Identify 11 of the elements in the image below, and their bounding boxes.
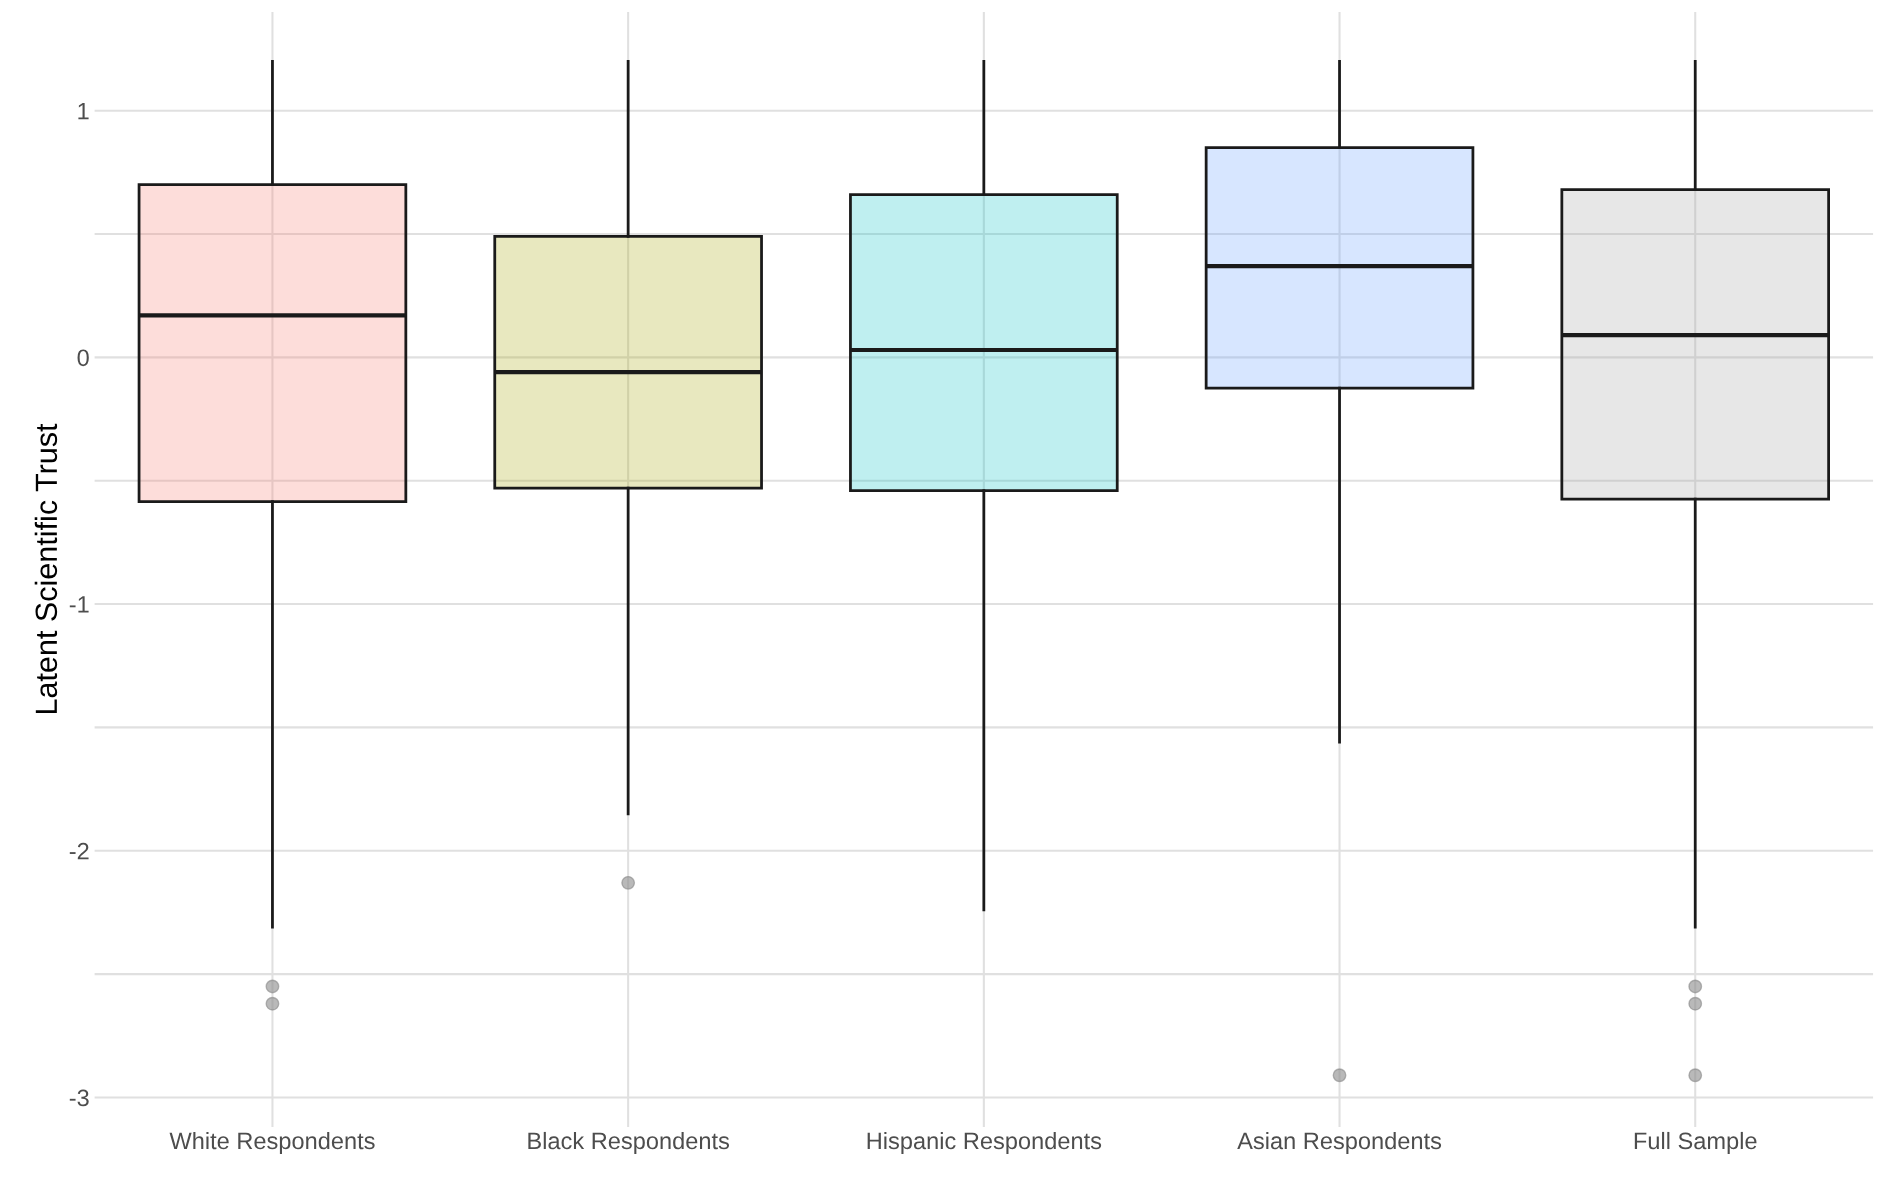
- y-tick-label: -3: [69, 1089, 89, 1107]
- x-tick-label: Full Sample: [1634, 1131, 1757, 1154]
- x-tick-label: Asian Respondents: [1237, 1131, 1442, 1154]
- y-axis-title: Latent Scientific Trust: [34, 423, 58, 714]
- y-tick-label: -2: [69, 842, 89, 860]
- y-tick-label: -1: [69, 596, 89, 613]
- x-tick-label: White Respondents: [169, 1131, 375, 1154]
- x-tick-label: Black Respondents: [528, 1131, 730, 1154]
- x-tick-label: Hispanic Respondents: [867, 1131, 1102, 1154]
- y-tick-label: 0: [77, 349, 89, 367]
- y-tick-label: 1: [78, 102, 89, 120]
